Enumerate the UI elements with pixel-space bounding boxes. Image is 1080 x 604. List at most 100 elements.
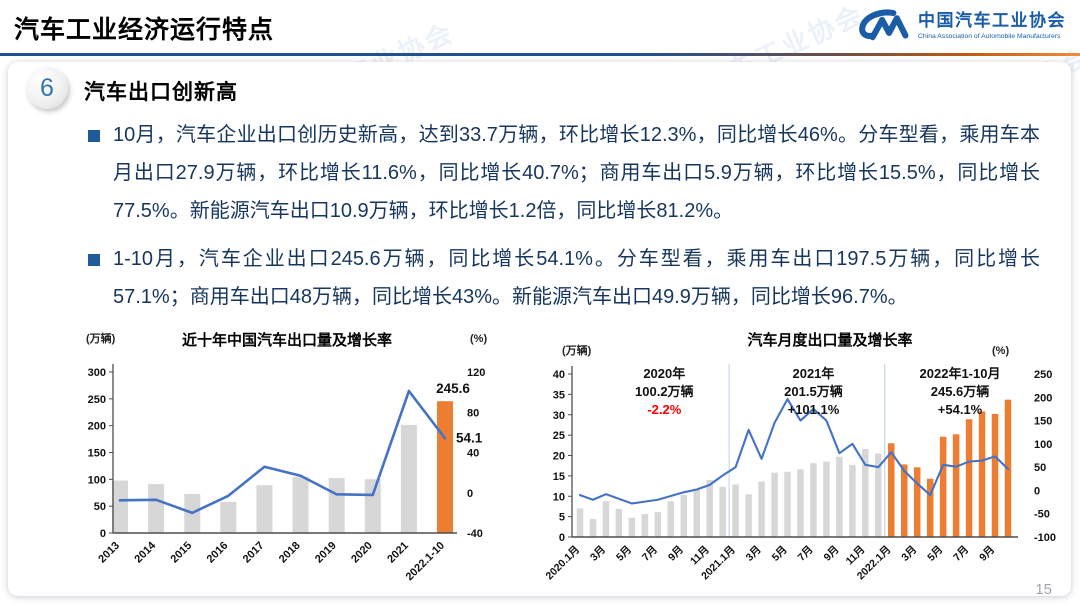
annotation-text: 201.5万辆 bbox=[784, 384, 843, 399]
bullet-square-icon bbox=[88, 130, 100, 142]
export-volume-bar bbox=[952, 434, 960, 537]
export-volume-bar bbox=[875, 453, 882, 537]
left-axis-tick-label: 300 bbox=[88, 367, 106, 379]
export-volume-bar bbox=[667, 501, 675, 537]
export-volume-bar bbox=[220, 501, 237, 533]
right-axis-tick-label: 0 bbox=[1034, 485, 1040, 497]
export-volume-bar bbox=[810, 463, 817, 537]
annotation-text: -2.2% bbox=[647, 402, 681, 417]
x-axis-tick-label: 2019 bbox=[313, 540, 339, 566]
x-axis-tick-label: 9月 bbox=[666, 544, 686, 564]
export-volume-bar bbox=[706, 479, 713, 537]
bullet-text: 1-10月，汽车企业出口245.6万辆，同比增长54.1%。分车型看，乘用车出口… bbox=[113, 248, 1040, 308]
export-volume-bar bbox=[862, 448, 869, 537]
left-axis-tick-label: 0 bbox=[100, 528, 106, 540]
bullet-list: 10月，汽车企业出口创历史新高，达到33.7万辆，环比增长12.3%，同比增长4… bbox=[88, 116, 1040, 326]
caam-logo-icon bbox=[859, 9, 909, 41]
bullet-square-icon bbox=[88, 254, 100, 266]
org-name-en: China Association of Automobile Manufact… bbox=[918, 32, 1061, 40]
annotation-text: +101.1% bbox=[788, 402, 840, 417]
right-axis-unit-label: (%) bbox=[992, 345, 1009, 357]
export-volume-bar bbox=[771, 472, 778, 537]
section-number-badge: 6 bbox=[26, 67, 68, 109]
right-axis-tick-label: 250 bbox=[1034, 369, 1052, 381]
left-axis-unit-label: (万辆) bbox=[562, 343, 592, 357]
left-axis-tick-label: 150 bbox=[88, 448, 106, 460]
export-volume-bar bbox=[364, 479, 381, 533]
left-axis-tick-label: 20 bbox=[553, 451, 565, 463]
left-axis-tick-label: 10 bbox=[553, 491, 565, 503]
export-volume-bar bbox=[965, 419, 973, 537]
export-volume-bar bbox=[602, 501, 610, 537]
x-axis-tick-label: 5月 bbox=[925, 544, 945, 564]
right-axis-tick-label: -100 bbox=[1034, 532, 1056, 544]
x-axis-tick-label: 2013 bbox=[96, 540, 122, 566]
x-axis-tick-label: 7月 bbox=[640, 544, 660, 564]
x-axis-tick-label: 5月 bbox=[614, 544, 634, 564]
org-name-cn: 中国汽车工业协会 bbox=[918, 10, 1066, 30]
x-axis-tick-label: 2021 bbox=[385, 540, 411, 566]
right-axis-tick-label: 120 bbox=[467, 367, 485, 379]
export-volume-bar bbox=[732, 484, 739, 537]
left-axis-tick-label: 30 bbox=[553, 410, 565, 422]
annual-export-chart: 0 50 100 150 200 250 300 -40 0 40 80 120 2013 2014 201… bbox=[86, 331, 487, 583]
left-axis-tick-label: 250 bbox=[88, 394, 106, 406]
export-volume-bar bbox=[328, 478, 345, 533]
caam-logo-text: 中国汽车工业协会 China Association of Automobile… bbox=[918, 10, 1066, 40]
x-axis-tick-label: 2020.1月 bbox=[543, 544, 582, 583]
left-axis-tick-label: 200 bbox=[88, 421, 106, 433]
left-axis-tick-label: 35 bbox=[553, 389, 565, 401]
left-axis-tick-label: 50 bbox=[94, 501, 106, 513]
export-volume-bar bbox=[256, 485, 273, 533]
x-axis-tick-label: 9月 bbox=[821, 544, 841, 564]
x-axis-tick-label: 2020 bbox=[349, 540, 375, 566]
page-number: 15 bbox=[1035, 581, 1052, 598]
x-axis-tick-label: 7月 bbox=[796, 544, 816, 564]
export-volume-bar bbox=[784, 471, 791, 537]
x-axis-tick-label: 3月 bbox=[744, 544, 764, 564]
annotation-text: 2022年1-10月 bbox=[920, 366, 1001, 381]
export-volume-bar bbox=[926, 478, 934, 537]
export-volume-bar bbox=[641, 514, 649, 537]
right-axis-tick-label: 0 bbox=[467, 488, 473, 500]
export-volume-bar bbox=[693, 488, 700, 537]
annotation-text: 2020年 bbox=[643, 366, 685, 381]
export-volume-bar bbox=[112, 480, 128, 533]
export-volume-bar bbox=[628, 517, 636, 537]
x-axis-tick-label: 2017 bbox=[241, 540, 267, 566]
export-volume-bar bbox=[991, 413, 999, 537]
right-axis-tick-label: 80 bbox=[467, 407, 479, 419]
chart-title: 汽车月度出口量及增长率 bbox=[747, 331, 912, 349]
left-axis-tick-label: 40 bbox=[553, 369, 565, 381]
export-volume-bar bbox=[680, 495, 688, 537]
x-axis-tick-label: 7月 bbox=[951, 544, 971, 564]
annotation-text: 245.6万辆 bbox=[931, 384, 990, 399]
right-axis-unit-label: (%) bbox=[470, 333, 487, 345]
export-volume-bar bbox=[888, 443, 895, 537]
left-axis-tick-label: 100 bbox=[88, 474, 106, 486]
line-value-label: 54.1 bbox=[456, 430, 483, 445]
annotation-text: +54.1% bbox=[938, 402, 983, 417]
x-axis-tick-label: 5月 bbox=[770, 544, 790, 564]
growth-rate-line bbox=[578, 398, 1010, 505]
export-volume-bar bbox=[292, 477, 309, 533]
export-volume-bar bbox=[589, 519, 597, 537]
x-axis-tick-label: 2014 bbox=[132, 539, 158, 565]
right-axis-tick-label: -50 bbox=[1034, 509, 1050, 521]
export-volume-bar bbox=[745, 494, 752, 537]
export-volume-bar bbox=[913, 467, 921, 537]
export-volume-bar bbox=[823, 461, 830, 537]
left-axis-tick-label: 25 bbox=[553, 430, 565, 442]
export-volume-bar bbox=[654, 512, 662, 537]
caam-logo: 中国汽车工业协会 China Association of Automobile… bbox=[855, 7, 1066, 45]
page-title: 汽车工业经济运行特点 bbox=[14, 16, 275, 44]
growth-rate-line bbox=[118, 389, 447, 515]
left-axis-unit-label: (万辆) bbox=[86, 331, 116, 345]
right-axis-tick-label: -40 bbox=[467, 528, 483, 540]
export-volume-bar bbox=[978, 411, 986, 537]
section-heading: 汽车出口创新高 bbox=[84, 81, 238, 104]
x-axis-tick-label: 3月 bbox=[899, 544, 919, 564]
right-axis-tick-label: 50 bbox=[1034, 462, 1046, 474]
annotation-text: 2021年 bbox=[792, 366, 834, 381]
export-volume-bar bbox=[797, 469, 804, 537]
